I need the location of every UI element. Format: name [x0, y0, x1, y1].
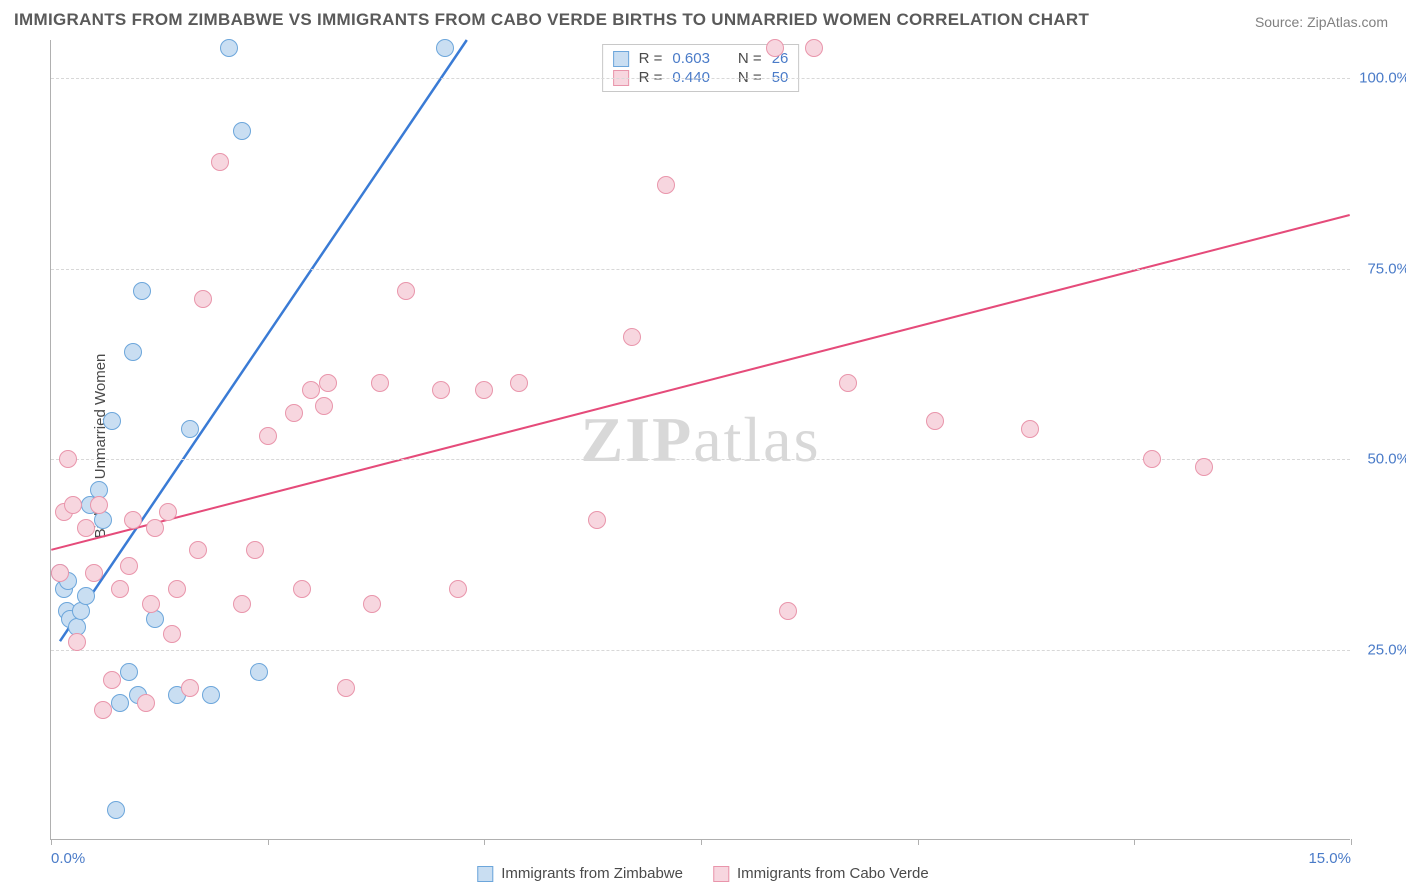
stats-row-zimbabwe: R =0.603N =26	[613, 49, 789, 68]
scatter-point-caboverde	[588, 511, 606, 529]
scatter-point-caboverde	[168, 580, 186, 598]
scatter-point-caboverde	[839, 374, 857, 392]
scatter-point-caboverde	[657, 176, 675, 194]
scatter-point-caboverde	[211, 153, 229, 171]
y-tick-label: 25.0%	[1355, 641, 1406, 658]
scatter-point-caboverde	[285, 404, 303, 422]
scatter-point-caboverde	[432, 381, 450, 399]
scatter-point-zimbabwe	[181, 420, 199, 438]
x-tick	[1134, 839, 1135, 845]
scatter-point-zimbabwe	[233, 122, 251, 140]
bottom-legend-item-caboverde: Immigrants from Cabo Verde	[713, 865, 929, 882]
chart-title: IMMIGRANTS FROM ZIMBABWE VS IMMIGRANTS F…	[14, 10, 1089, 30]
n-label: N =	[738, 50, 762, 67]
scatter-point-zimbabwe	[202, 686, 220, 704]
scatter-point-caboverde	[766, 39, 784, 57]
scatter-point-caboverde	[259, 427, 277, 445]
legend-swatch	[713, 866, 729, 882]
plot-area: ZIPatlas R =0.603N =26R =0.440N =50 25.0…	[50, 40, 1350, 840]
y-tick-label: 100.0%	[1355, 70, 1406, 87]
scatter-point-caboverde	[181, 679, 199, 697]
scatter-point-caboverde	[779, 602, 797, 620]
source-label: Source:	[1255, 14, 1303, 30]
scatter-point-caboverde	[1021, 420, 1039, 438]
x-tick	[484, 839, 485, 845]
legend-swatch	[477, 866, 493, 882]
scatter-point-zimbabwe	[133, 282, 151, 300]
scatter-point-caboverde	[194, 290, 212, 308]
trend-lines-svg	[51, 40, 1350, 839]
scatter-point-caboverde	[94, 701, 112, 719]
y-tick-label: 50.0%	[1355, 451, 1406, 468]
x-tick	[701, 839, 702, 845]
scatter-point-caboverde	[120, 557, 138, 575]
gridline	[51, 650, 1350, 651]
scatter-point-caboverde	[159, 503, 177, 521]
scatter-point-caboverde	[142, 595, 160, 613]
scatter-point-caboverde	[77, 519, 95, 537]
gridline	[51, 78, 1350, 79]
scatter-point-zimbabwe	[77, 587, 95, 605]
legend-swatch	[613, 51, 629, 67]
scatter-point-caboverde	[926, 412, 944, 430]
scatter-point-caboverde	[146, 519, 164, 537]
scatter-point-caboverde	[68, 633, 86, 651]
r-value: 0.603	[672, 50, 710, 67]
x-tick	[51, 839, 52, 845]
scatter-point-zimbabwe	[72, 602, 90, 620]
scatter-point-caboverde	[51, 564, 69, 582]
scatter-point-caboverde	[337, 679, 355, 697]
scatter-point-caboverde	[189, 541, 207, 559]
trend-line-caboverde	[51, 215, 1349, 550]
scatter-point-caboverde	[510, 374, 528, 392]
scatter-point-caboverde	[233, 595, 251, 613]
y-tick-label: 75.0%	[1355, 260, 1406, 277]
scatter-point-zimbabwe	[120, 663, 138, 681]
bottom-legend-item-zimbabwe: Immigrants from Zimbabwe	[477, 865, 683, 882]
r-label: R =	[639, 50, 663, 67]
scatter-point-caboverde	[449, 580, 467, 598]
x-tick-label: 0.0%	[51, 850, 85, 867]
scatter-point-zimbabwe	[436, 39, 454, 57]
scatter-point-caboverde	[59, 450, 77, 468]
scatter-point-caboverde	[90, 496, 108, 514]
x-tick	[268, 839, 269, 845]
scatter-point-caboverde	[319, 374, 337, 392]
scatter-point-zimbabwe	[111, 694, 129, 712]
scatter-point-caboverde	[137, 694, 155, 712]
bottom-legend: Immigrants from Zimbabwe Immigrants from …	[477, 865, 928, 882]
legend-label: Immigrants from Cabo Verde	[737, 865, 929, 882]
legend-label: Immigrants from Zimbabwe	[501, 865, 683, 882]
scatter-point-caboverde	[1143, 450, 1161, 468]
x-tick	[918, 839, 919, 845]
watermark: ZIPatlas	[581, 403, 821, 477]
gridline	[51, 269, 1350, 270]
scatter-point-caboverde	[363, 595, 381, 613]
scatter-point-caboverde	[315, 397, 333, 415]
scatter-point-caboverde	[103, 671, 121, 689]
scatter-point-zimbabwe	[124, 343, 142, 361]
scatter-point-caboverde	[805, 39, 823, 57]
scatter-point-caboverde	[293, 580, 311, 598]
scatter-point-caboverde	[111, 580, 129, 598]
source-name: ZipAtlas.com	[1307, 14, 1388, 30]
source-attribution: Source: ZipAtlas.com	[1255, 14, 1388, 30]
scatter-point-zimbabwe	[250, 663, 268, 681]
scatter-point-caboverde	[163, 625, 181, 643]
scatter-point-caboverde	[397, 282, 415, 300]
scatter-point-zimbabwe	[103, 412, 121, 430]
scatter-point-caboverde	[246, 541, 264, 559]
scatter-point-caboverde	[371, 374, 389, 392]
x-tick	[1351, 839, 1352, 845]
scatter-point-caboverde	[1195, 458, 1213, 476]
scatter-point-zimbabwe	[107, 801, 125, 819]
scatter-point-caboverde	[64, 496, 82, 514]
x-tick-label: 15.0%	[1308, 850, 1351, 867]
scatter-point-zimbabwe	[220, 39, 238, 57]
scatter-point-caboverde	[302, 381, 320, 399]
scatter-point-caboverde	[623, 328, 641, 346]
scatter-point-caboverde	[124, 511, 142, 529]
scatter-point-caboverde	[85, 564, 103, 582]
scatter-point-caboverde	[475, 381, 493, 399]
